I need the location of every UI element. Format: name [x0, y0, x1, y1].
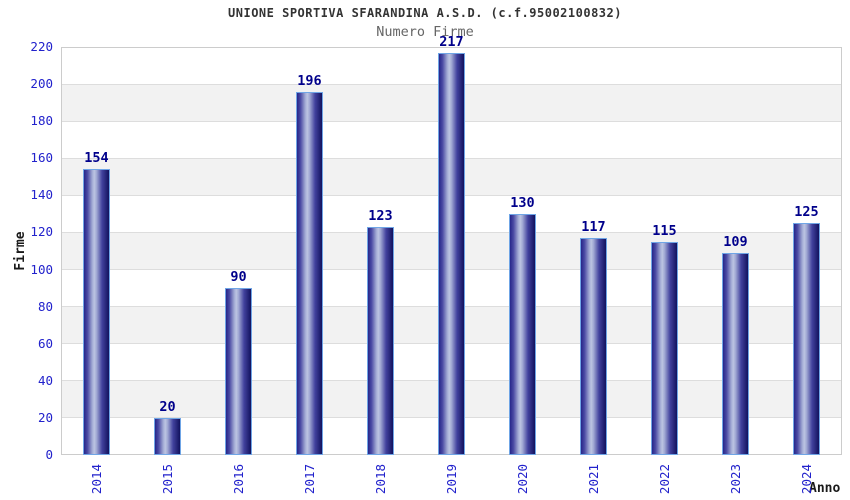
bar-value-label: 115 [652, 223, 677, 239]
x-tick-label: 2019 [443, 463, 459, 495]
y-tick-label: 0 [45, 447, 53, 462]
x-tick-label: 2024 [798, 463, 814, 495]
bar-value-label: 196 [297, 73, 322, 89]
x-tick-label: 2018 [372, 463, 388, 495]
bar-value-label: 109 [723, 234, 748, 250]
y-tick-label: 20 [37, 409, 53, 425]
x-tick-label: 2017 [301, 463, 317, 495]
x-tick-label: 2014 [88, 463, 104, 495]
bar-2023 [722, 253, 749, 455]
x-tick-label: 2020 [514, 463, 530, 495]
bar-2014 [83, 169, 110, 455]
y-tick-label: 180 [30, 113, 53, 129]
bar-2015 [154, 418, 181, 455]
bar-2018 [367, 227, 394, 455]
bar-2019 [438, 53, 465, 455]
y-tick-label: 120 [30, 224, 53, 240]
bar-2020 [509, 214, 536, 455]
y-tick-label: 80 [37, 298, 53, 314]
x-axis-title: Anno [809, 481, 841, 496]
bar-value-label: 130 [510, 195, 535, 211]
x-tick-label: 2023 [727, 463, 743, 495]
bar-2024 [793, 223, 820, 455]
bar-value-label: 117 [581, 219, 606, 235]
bar-2022 [651, 242, 678, 455]
x-tick-label: 2022 [656, 463, 672, 495]
y-tick-label: 140 [30, 187, 53, 203]
y-tick-label: 40 [37, 372, 53, 388]
chart-title: UNIONE SPORTIVA SFARANDINA A.S.D. (c.f.9… [228, 6, 622, 20]
x-tick-label: 2016 [230, 463, 246, 495]
bar-2017 [296, 92, 323, 455]
bar-value-label: 217 [439, 34, 464, 50]
bar-2016 [225, 288, 252, 455]
bar-value-label: 154 [84, 150, 109, 166]
y-tick-label: 220 [30, 39, 53, 54]
chart-subtitle: Numero Firme [376, 24, 474, 40]
y-tick-label: 60 [37, 335, 53, 351]
bar-value-label: 90 [230, 269, 247, 285]
bar-value-label: 123 [368, 208, 393, 224]
x-tick-label: 2015 [159, 463, 175, 495]
bar-value-label: 125 [794, 204, 819, 220]
y-tick-label: 160 [30, 150, 53, 166]
y-tick-label: 200 [30, 76, 53, 92]
bar-2021 [580, 238, 607, 455]
bar-value-label: 20 [159, 399, 176, 415]
x-tick-label: 2021 [585, 463, 601, 495]
y-tick-label: 100 [30, 261, 53, 277]
